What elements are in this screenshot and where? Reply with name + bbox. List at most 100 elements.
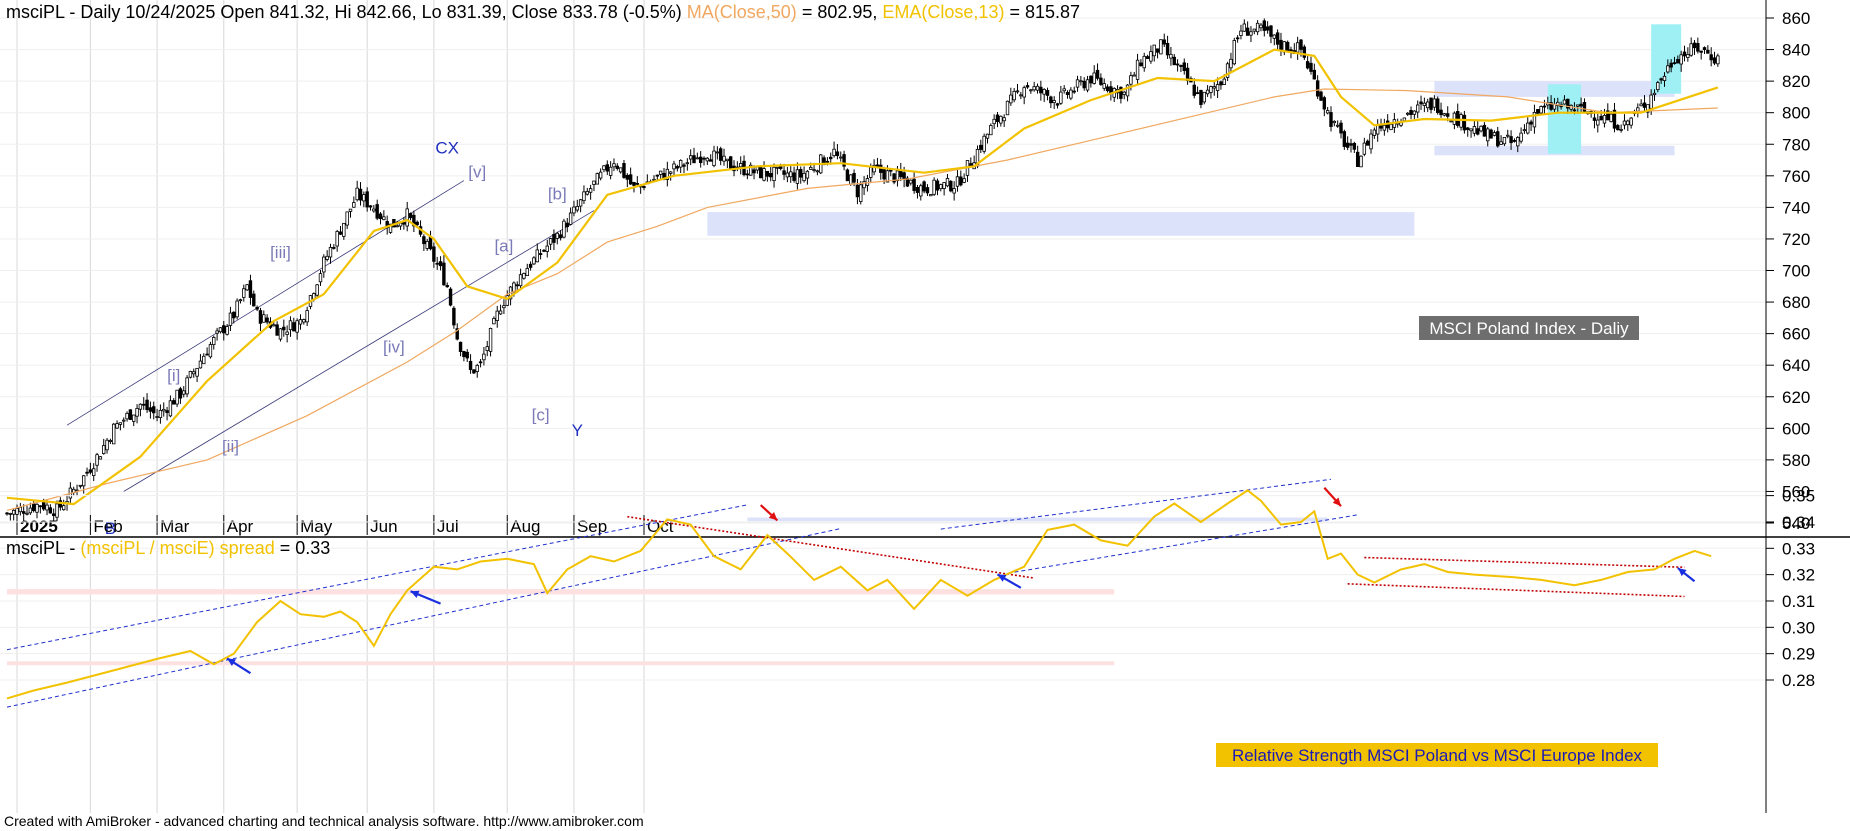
price-tick-label: 680 [1782,293,1810,312]
candle-body [1669,62,1673,68]
candle-body [45,504,49,511]
candle-body [555,232,559,239]
candle-body [1329,112,1333,127]
candle-body [545,245,549,252]
candle-body [458,341,463,352]
candle-body [468,360,473,371]
spread-line [6,489,1712,700]
candle-body [1099,77,1103,85]
candle-body [1105,86,1110,92]
candle-body [1015,90,1020,93]
candle-body [202,355,206,365]
candle-body [88,469,93,473]
candle-body [262,314,266,323]
candle-body [1506,134,1510,137]
candle-body [482,353,486,361]
candle-body [21,511,26,514]
candle-body [658,170,663,175]
candle-body [1609,113,1613,123]
candle-body [1469,128,1473,132]
candle-body [85,471,89,474]
candle-body [1285,41,1290,52]
candle-body [578,199,583,207]
candle-body [739,163,743,168]
candle-body [415,221,419,226]
month-label: Feb [93,517,122,536]
candle-body [318,273,323,283]
candle-body [1305,61,1310,69]
candle-body [722,155,726,162]
candle-body [525,268,529,277]
candle-body [829,156,833,160]
wave-label: [c] [532,405,550,424]
candle-body [222,325,226,334]
index-title-box [1419,316,1639,340]
candle-body [502,305,506,309]
spread-trendline [940,478,1332,530]
candle-body [1616,125,1620,131]
candle-body [178,388,183,399]
candle-body [1712,57,1717,64]
candle-body [1295,42,1300,53]
candle-body [562,220,566,238]
candle-body [772,166,776,181]
price-trendline [66,180,465,426]
candle-body [1132,74,1136,77]
candle-body [802,173,806,182]
candle-body [572,206,576,214]
candle-body [869,166,873,178]
candle-body [642,185,646,189]
candle-body [1389,123,1393,131]
candle-body [1639,103,1643,107]
candle-body [1369,133,1373,150]
candle-body [1245,27,1250,36]
candle-body [1542,105,1547,108]
candle-body [1409,109,1413,116]
candle-body [1259,24,1263,29]
header-ma-value: = 802.95, [802,2,878,22]
candle-body [1139,62,1143,67]
month-label: Aug [510,517,540,536]
candle-body [1255,22,1260,33]
candle-body [138,403,143,410]
rs-title: Relative Strength MSCI Poland vs MSCI Eu… [1232,746,1643,765]
candle-body [1372,129,1377,136]
candle-body [1479,125,1483,132]
candle-body [1059,91,1063,104]
candle-body [568,212,573,225]
candle-body [1039,86,1043,94]
candle-body [1289,49,1293,52]
arrow-head [768,512,778,521]
candle-body [1579,103,1583,107]
candle-body [295,320,299,333]
spread-header: msciPL - (msciPL / msciE) spread = 0.33 [6,538,330,558]
candle-body [882,169,886,180]
candle-body [668,171,673,174]
candle-body [1049,96,1053,104]
price-tick-label: 760 [1782,167,1810,186]
wave-label: CX [435,139,459,158]
candle-body [665,168,670,180]
candle-body [522,273,526,279]
candle-body [82,475,86,487]
candle-body [1629,117,1633,126]
candle-body [1476,128,1480,135]
candle-body [935,180,940,191]
candle-body [492,318,496,325]
candle-body [1035,85,1040,91]
candle-body [485,346,489,351]
candle-body [1706,49,1710,54]
candle-body [368,205,373,208]
candle-body [912,178,916,191]
candle-body [1065,92,1070,96]
candle-body [1319,91,1323,101]
candle-body [38,505,43,508]
candle-body [1142,55,1146,69]
candle-body [235,300,239,318]
candle-body [1436,98,1440,113]
spread-trendline [1347,583,1685,598]
candle-body [805,170,810,179]
price-tick-label: 620 [1782,388,1810,407]
candle-body [425,240,429,249]
candle-body [1179,65,1183,67]
